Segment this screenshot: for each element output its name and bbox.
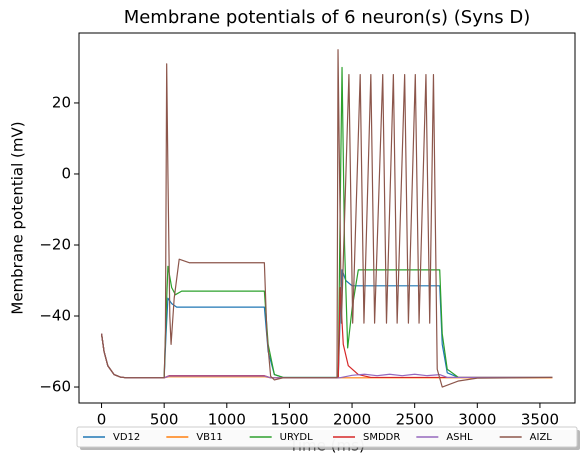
legend-label: VD12 xyxy=(113,432,140,443)
legend-label: VB11 xyxy=(196,432,222,443)
y-tick-label: −40 xyxy=(39,307,71,325)
legend: VD12 VB11 URYDL SMDDR ASHL AIZL xyxy=(76,426,580,450)
y-tick-label: 0 xyxy=(61,164,71,182)
y-tick-label: 20 xyxy=(52,93,71,111)
x-tick-label: 3500 xyxy=(521,411,559,429)
x-tick-label: 2000 xyxy=(333,411,371,429)
legend-label: AIZL xyxy=(530,432,553,443)
series-line xyxy=(100,49,553,388)
x-tick-label: 3000 xyxy=(458,411,496,429)
legend-label: URYDL xyxy=(280,432,313,443)
plot-frame xyxy=(78,32,576,404)
series-line xyxy=(100,333,553,379)
x-tick-label: 2500 xyxy=(396,411,434,429)
x-tick-label: 1500 xyxy=(270,411,308,429)
y-tick-label: −20 xyxy=(39,235,71,253)
legend-label: ASHL xyxy=(446,432,473,443)
legend-box xyxy=(76,426,578,448)
series-line xyxy=(100,333,553,379)
series-line xyxy=(100,66,553,379)
y-axis-label: Membrane potential (mV) xyxy=(9,121,27,314)
x-tick-label: 1000 xyxy=(208,411,246,429)
plot-lines xyxy=(100,49,553,388)
chart-title: Membrane potentials of 6 neuron(s) (Syns… xyxy=(124,7,531,28)
x-tick-label: 500 xyxy=(150,411,179,429)
y-tick-label: −60 xyxy=(39,378,71,396)
legend-label: SMDDR xyxy=(363,432,400,443)
x-tick-label: 0 xyxy=(97,411,107,429)
